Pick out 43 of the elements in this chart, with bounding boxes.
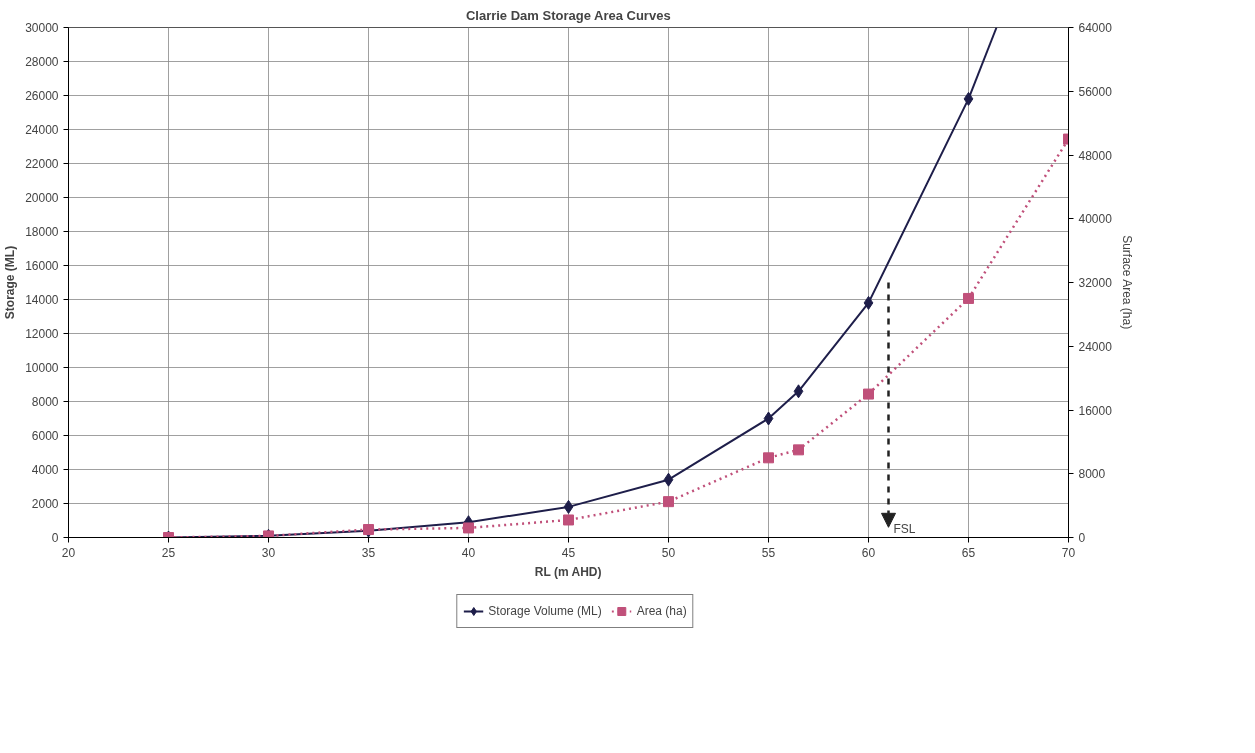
x-tick-label: 45 (561, 545, 576, 560)
y2-tick-label: 16000 (1078, 403, 1113, 418)
legend-label: Storage Volume (ML) (488, 604, 602, 618)
y-tick-label: 16000 (25, 259, 59, 273)
x-tick-label: 30 (261, 545, 276, 560)
y-tick-label: 4000 (31, 463, 59, 477)
y-tick-label: 0 (51, 531, 59, 545)
x-tick-label: 40 (461, 545, 476, 560)
y-tick-label: 30000 (25, 21, 59, 35)
x-tick-label: 70 (1061, 545, 1076, 560)
y2-tick-label: 32000 (1078, 276, 1113, 290)
x-tick-label: 60 (861, 545, 876, 560)
y-tick-label: 20000 (25, 191, 59, 205)
y-tick-label: 18000 (25, 225, 59, 239)
y2-tick-label: 64000 (1078, 21, 1113, 35)
y-tick-label: 2000 (31, 497, 59, 511)
x-tick-label: 50 (661, 545, 676, 560)
annotation: FSL (893, 521, 916, 536)
y-tick-label: 26000 (25, 89, 59, 103)
y-tick-label: 24000 (25, 123, 59, 137)
y-tick-label: 28000 (25, 55, 59, 69)
y-tick-label: 8000 (31, 395, 59, 409)
x-axis-title: RL (m AHD) (534, 564, 602, 579)
y-tick-label: 14000 (25, 293, 59, 307)
chart-title: Clarrie Dam Storage Area Curves (465, 7, 671, 23)
y-tick-label: 12000 (25, 327, 59, 341)
legend-label: Area (ha) (636, 604, 687, 618)
y-tick-label: 22000 (25, 157, 59, 171)
y-axis-title: Storage (ML) (3, 245, 18, 320)
y-tick-label: 10000 (25, 361, 59, 375)
x-tick-label: 20 (61, 545, 76, 560)
y2-tick-label: 56000 (1078, 84, 1113, 99)
x-tick-label: 25 (161, 545, 176, 560)
y2-axis-title: Surface Area (ha) (1119, 235, 1134, 330)
y2-tick-label: 0 (1078, 531, 1086, 545)
y2-tick-label: 24000 (1078, 339, 1113, 354)
y2-tick-label: 8000 (1078, 467, 1106, 482)
y-tick-label: 6000 (31, 429, 59, 443)
x-tick-label: 35 (361, 545, 376, 560)
x-tick-label: 65 (961, 545, 976, 560)
y2-tick-label: 40000 (1078, 212, 1113, 227)
x-tick-label: 55 (761, 545, 776, 560)
y2-tick-label: 48000 (1078, 148, 1113, 163)
